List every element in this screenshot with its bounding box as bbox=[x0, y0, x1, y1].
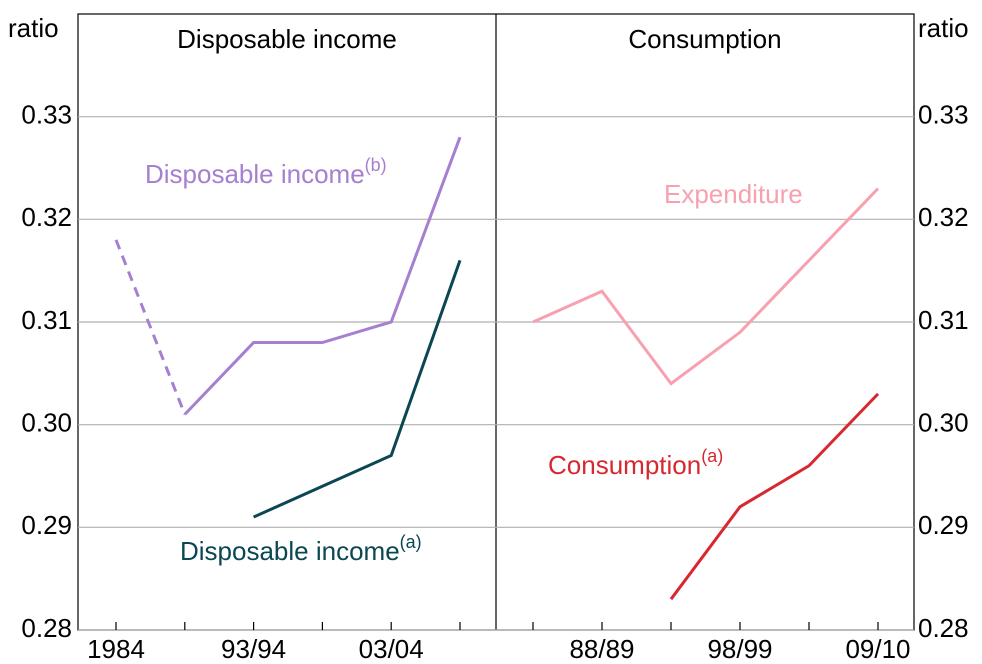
series-label: Consumption(a) bbox=[548, 446, 723, 480]
y-tick-label: 0.32 bbox=[918, 202, 969, 232]
x-tick-label: 09/10 bbox=[845, 634, 910, 664]
series-label: Disposable income(b) bbox=[145, 155, 387, 189]
y-tick-label: 0.30 bbox=[21, 408, 72, 438]
dashed-line bbox=[114, 239, 187, 415]
series-note: (a) bbox=[400, 532, 422, 552]
series-line bbox=[183, 136, 462, 416]
series-name: Disposable income bbox=[180, 536, 400, 566]
y-tick-label: 0.29 bbox=[21, 510, 72, 540]
panel-title: Disposable income bbox=[177, 24, 397, 54]
y-tick-label: 0.31 bbox=[21, 305, 72, 335]
series-name: Expenditure bbox=[664, 179, 803, 209]
series-label: Disposable income(a) bbox=[180, 532, 422, 566]
y-tick-label: 0.29 bbox=[918, 510, 969, 540]
x-tick-label: 1984 bbox=[87, 634, 145, 664]
y-tick-label: 0.28 bbox=[21, 613, 72, 643]
series-note: (a) bbox=[701, 446, 723, 466]
y-tick-label: 0.33 bbox=[918, 100, 969, 130]
series-line bbox=[252, 259, 462, 519]
series-label: Expenditure bbox=[664, 179, 803, 209]
series-name: Disposable income bbox=[145, 159, 365, 189]
series-line bbox=[669, 392, 880, 601]
y-tick-label: 0.30 bbox=[918, 408, 969, 438]
y-axis-label: ratio bbox=[8, 13, 59, 43]
y-tick-label: 0.28 bbox=[918, 613, 969, 643]
series-line bbox=[532, 187, 880, 386]
panel-title: Consumption bbox=[628, 24, 781, 54]
y-tick-label: 0.31 bbox=[918, 305, 969, 335]
x-tick-label: 03/04 bbox=[359, 634, 424, 664]
y-tick-label: 0.32 bbox=[21, 202, 72, 232]
series-note: (b) bbox=[365, 155, 387, 175]
series-name: Consumption bbox=[548, 450, 701, 480]
x-tick-label: 93/94 bbox=[221, 634, 286, 664]
x-tick-label: 88/89 bbox=[569, 634, 634, 664]
y-tick-label: 0.33 bbox=[21, 100, 72, 130]
x-tick-label: 98/99 bbox=[707, 634, 772, 664]
y-axis-label: ratio bbox=[918, 13, 969, 43]
